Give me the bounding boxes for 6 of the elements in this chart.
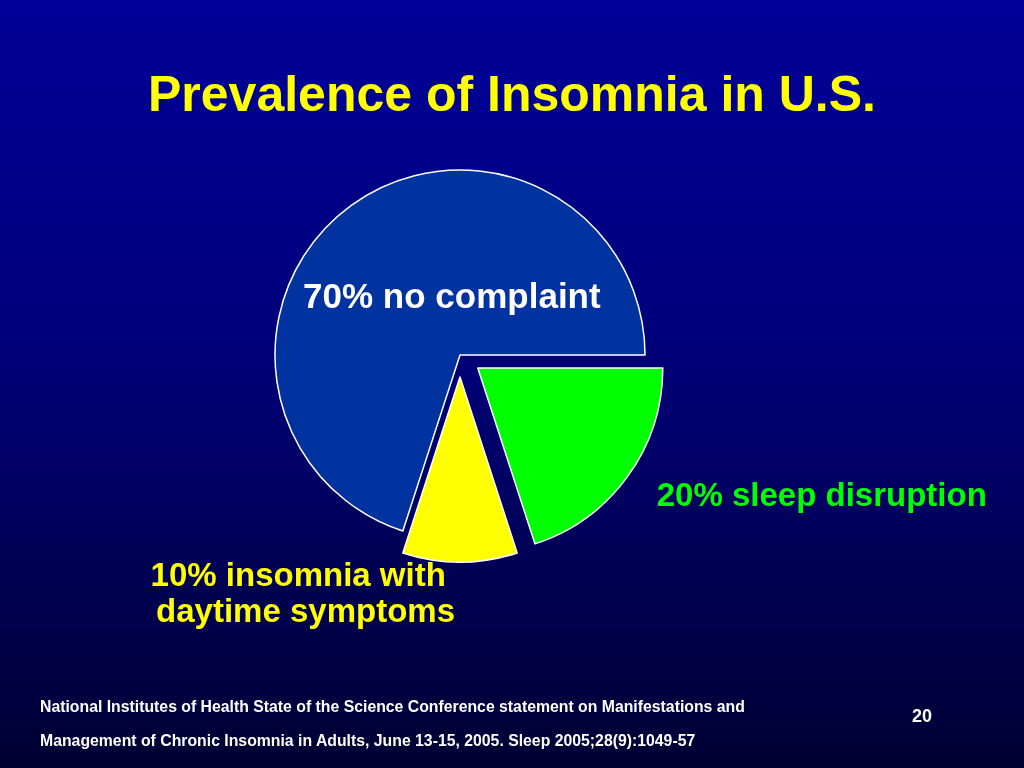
chart-title: Prevalence of Insomnia in U.S. xyxy=(147,66,877,122)
text: 20 xyxy=(912,706,933,727)
slice-label: 10% insomnia with daytime symptoms xyxy=(150,555,455,629)
text: National Institutes of Health State of the Science Conference statement on Manifestations and Management of Chronic Insomnia in Adults, June 13-15, 2005. Sleep 2005;28(9):1049-57 xyxy=(40,697,746,751)
slice-label: 20% sleep disruption xyxy=(656,475,987,513)
slice-label: 70% no complaint xyxy=(303,276,601,316)
